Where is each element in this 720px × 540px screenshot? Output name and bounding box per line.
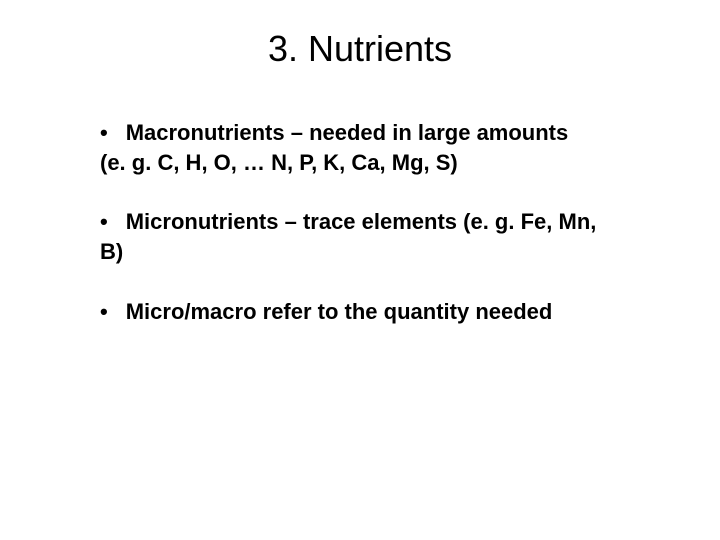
bullet-text: Micronutrients – trace elements (e. g. F… <box>100 209 596 264</box>
bullet-item: •Micronutrients – trace elements (e. g. … <box>100 207 600 266</box>
slide-title: 3. Nutrients <box>60 28 660 70</box>
bullet-item: • Micro/macro refer to the quantity neede… <box>100 297 600 327</box>
bullet-item: •Macronutrients – needed in large amount… <box>100 118 600 177</box>
bullet-text: Micro/macro refer to the quantity needed <box>126 299 553 324</box>
bullet-marker: • <box>100 118 108 148</box>
bullet-marker: • <box>100 207 108 237</box>
bullet-text: Macronutrients – needed in large amounts… <box>100 120 568 175</box>
bullet-marker: • <box>100 297 108 327</box>
slide-content: •Macronutrients – needed in large amount… <box>60 118 660 326</box>
